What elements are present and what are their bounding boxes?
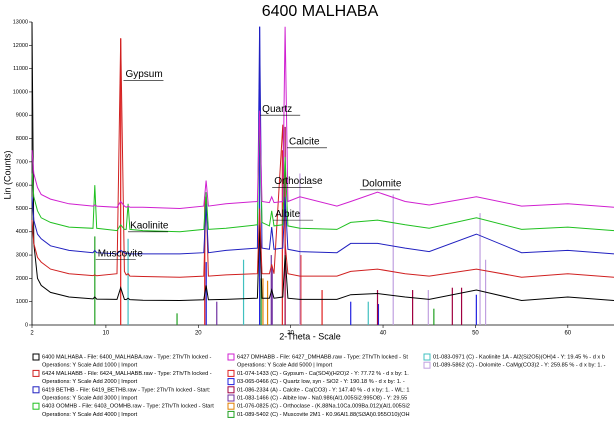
annotation: Albite	[275, 209, 300, 220]
scan-line	[31, 26, 614, 210]
legend-label: 6424 MALHABB - File: 6424_MALHABB.raw - …	[42, 371, 212, 377]
y-tick-label: 13000	[13, 19, 28, 25]
legend-label: Operations: Y Scale Add 5000 | Import	[237, 363, 333, 369]
legend-label: 01-083-0971 (C) - Kaolinite 1A - Al2(Si2…	[433, 354, 605, 360]
y-tick-label: 12000	[13, 43, 28, 49]
legend-label: 6403 OOMHB - File: 6403_OOMHB.raw - Type…	[42, 404, 214, 410]
y-tick-label: 11000	[13, 66, 28, 72]
x-axis-label: 2-Theta - Scale	[279, 331, 341, 341]
legend-label: 03-065-0466 (C) - Quartz low, syn - SiO2…	[237, 379, 405, 385]
legend-swatch	[32, 402, 40, 410]
chart-title: 6400 MALHABA	[262, 3, 379, 20]
legend-swatch	[227, 378, 235, 386]
y-tick-label: 3000	[16, 253, 28, 259]
x-tick-label: 20	[195, 331, 202, 337]
legend-label: 01-076-0825 (C) - Orthoclase - (K.88Na.1…	[237, 404, 410, 410]
y-tick-label: 1000	[16, 299, 28, 305]
legend-label: Operations: Y Scale Add 2000 | Import	[42, 379, 138, 385]
scan-line	[31, 26, 614, 255]
scan-line	[31, 115, 614, 233]
legend-swatch	[423, 353, 431, 361]
legend-swatch	[32, 353, 40, 361]
annotation: Muscovite	[98, 248, 143, 259]
legend-label: 6427 DMHABB - File: 6427_DMHABB.raw - Ty…	[237, 354, 408, 360]
annotation: Quartz	[262, 104, 292, 115]
scan-line	[31, 38, 614, 278]
y-tick-label: 4000	[16, 229, 28, 235]
legend-label: Operations: Y Scale Add 3000 | Import	[42, 395, 138, 401]
y-tick-label: 7000	[16, 159, 28, 165]
y-tick-label: 9000	[16, 113, 28, 119]
legend-label: 01-083-1466 (C) - Albite low - Na0.986(A…	[237, 395, 407, 401]
legend-label: 6419 BETHB - File: 6419_BETHB.raw - Type…	[42, 387, 211, 393]
legend-swatch	[227, 353, 235, 361]
x-tick-label: 40	[380, 331, 387, 337]
legend-swatch	[227, 394, 235, 402]
legend-swatch	[32, 369, 40, 377]
y-tick-label: 8000	[16, 136, 28, 142]
y-axis-label: Lin (Counts)	[2, 150, 12, 199]
x-tick-label: 10	[103, 331, 110, 337]
x-tick-label: 50	[472, 331, 479, 337]
legend-label: 01-089-5862 (C) - Dolomite - CaMg(CO3)2 …	[433, 363, 606, 369]
y-tick-label: 2000	[16, 276, 28, 282]
y-tick-label: 10000	[13, 89, 28, 95]
annotation: Gypsum	[125, 69, 162, 80]
legend-swatch	[423, 361, 431, 369]
legend-label: Operations: Y Scale Add 1000 | Import	[42, 363, 138, 369]
legend-label: 01-089-5402 (C) - Muscovite 2M1 - K0.96A…	[237, 412, 410, 418]
annotation: Orthoclase	[274, 176, 323, 187]
x-tick-label: 30	[287, 331, 294, 337]
annotation: Kaolinite	[130, 220, 169, 231]
legend-swatch	[227, 402, 235, 410]
legend-swatch	[32, 386, 40, 394]
annotation: Dolomite	[362, 178, 402, 189]
legend-label: 01-074-1433 (C) - Gypsum - Ca(SO4)(H2O)2…	[237, 371, 409, 377]
y-tick-label: 5000	[16, 206, 28, 212]
annotation: Calcite	[289, 137, 320, 148]
legend-label: 01-086-2334 (A) - Calcite - Ca(CO3) - Y:…	[237, 387, 409, 393]
legend-label: Operations: Y Scale Add 4000 | Import	[42, 412, 138, 418]
y-tick-label: 6000	[16, 183, 28, 189]
y-tick-label: 0	[25, 322, 28, 328]
legend-swatch	[227, 369, 235, 377]
scan-line	[31, 21, 614, 302]
x-tick-label: 60	[564, 331, 571, 337]
legend-swatch	[227, 386, 235, 394]
legend-swatch	[227, 410, 235, 418]
legend-label: 6400 MALHABA - File: 6400_MALHABA.raw - …	[42, 354, 211, 360]
x-tick-label: 2	[30, 331, 34, 337]
